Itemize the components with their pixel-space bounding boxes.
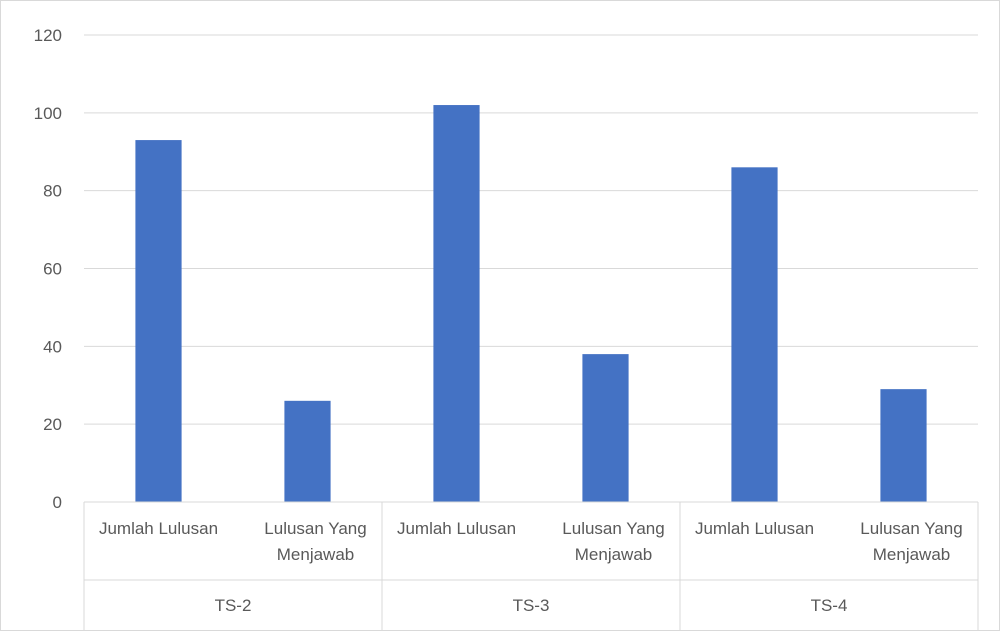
x-category-label: Lulusan Yang <box>860 519 962 538</box>
y-tick-label: 100 <box>34 104 62 123</box>
bar <box>880 389 927 502</box>
x-axis: Jumlah Lulusan Lulusan Yang Menjawab Jumlah… <box>83 501 979 631</box>
x-group-label: TS-3 <box>513 596 550 615</box>
x-group-label: TS-2 <box>215 596 252 615</box>
bar <box>135 140 182 502</box>
y-tick-label: 80 <box>43 182 62 201</box>
x-category-label: Menjawab <box>277 545 355 564</box>
bar <box>582 354 629 502</box>
x-category-label: Lulusan Yang <box>264 519 366 538</box>
bar <box>433 105 480 503</box>
x-group-label: TS-4 <box>811 596 848 615</box>
x-category-label: Jumlah Lulusan <box>99 519 218 538</box>
y-tick-label: 40 <box>43 337 62 356</box>
x-category-label: Lulusan Yang <box>562 519 664 538</box>
x-category-label: Menjawab <box>575 545 653 564</box>
gridlines <box>84 34 978 425</box>
y-tick-label: 120 <box>34 26 62 45</box>
x-category-label: Jumlah Lulusan <box>397 519 516 538</box>
bars <box>135 105 927 503</box>
bar <box>284 400 331 502</box>
y-tick-label: 20 <box>43 415 62 434</box>
y-tick-label: 60 <box>43 260 62 279</box>
bar <box>731 167 778 503</box>
y-axis-ticks: 0 20 40 60 80 100 120 <box>34 26 62 512</box>
x-category-label: Jumlah Lulusan <box>695 519 814 538</box>
x-category-label: Menjawab <box>873 545 951 564</box>
y-tick-label: 0 <box>53 493 62 512</box>
